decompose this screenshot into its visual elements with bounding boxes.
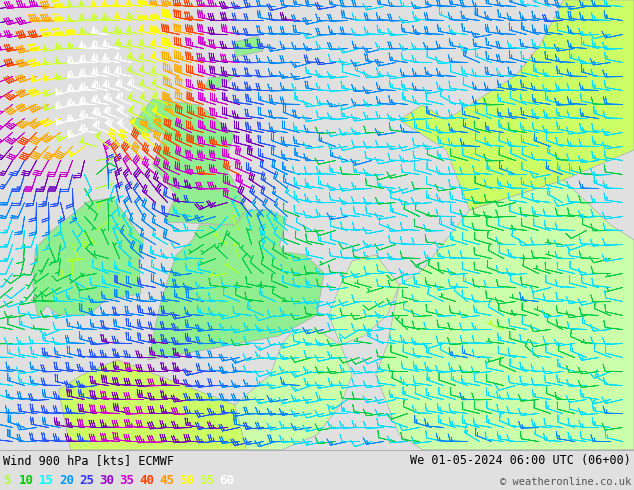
Text: 40: 40	[139, 474, 154, 487]
Text: 30: 30	[99, 474, 114, 487]
Text: 55: 55	[199, 474, 214, 487]
Text: 15: 15	[39, 474, 54, 487]
Text: © weatheronline.co.uk: © weatheronline.co.uk	[500, 477, 631, 487]
Polygon shape	[376, 180, 634, 450]
Text: 5: 5	[3, 474, 11, 487]
Polygon shape	[204, 75, 235, 90]
Polygon shape	[59, 360, 247, 450]
Text: 50: 50	[179, 474, 194, 487]
Text: 35: 35	[119, 474, 134, 487]
Polygon shape	[235, 36, 263, 57]
Polygon shape	[148, 210, 324, 360]
Text: 25: 25	[79, 474, 94, 487]
Polygon shape	[399, 0, 634, 210]
Text: 20: 20	[59, 474, 74, 487]
Polygon shape	[33, 198, 143, 318]
Polygon shape	[164, 330, 353, 450]
Polygon shape	[329, 255, 399, 345]
Text: 45: 45	[159, 474, 174, 487]
Text: We 01-05-2024 06:00 UTC (06+00): We 01-05-2024 06:00 UTC (06+00)	[410, 454, 631, 467]
Text: 10: 10	[19, 474, 34, 487]
Text: Wind 900 hPa [kts] ECMWF: Wind 900 hPa [kts] ECMWF	[3, 454, 174, 467]
Polygon shape	[129, 117, 153, 135]
Text: 60: 60	[219, 474, 234, 487]
Polygon shape	[470, 120, 528, 210]
Polygon shape	[136, 99, 247, 225]
